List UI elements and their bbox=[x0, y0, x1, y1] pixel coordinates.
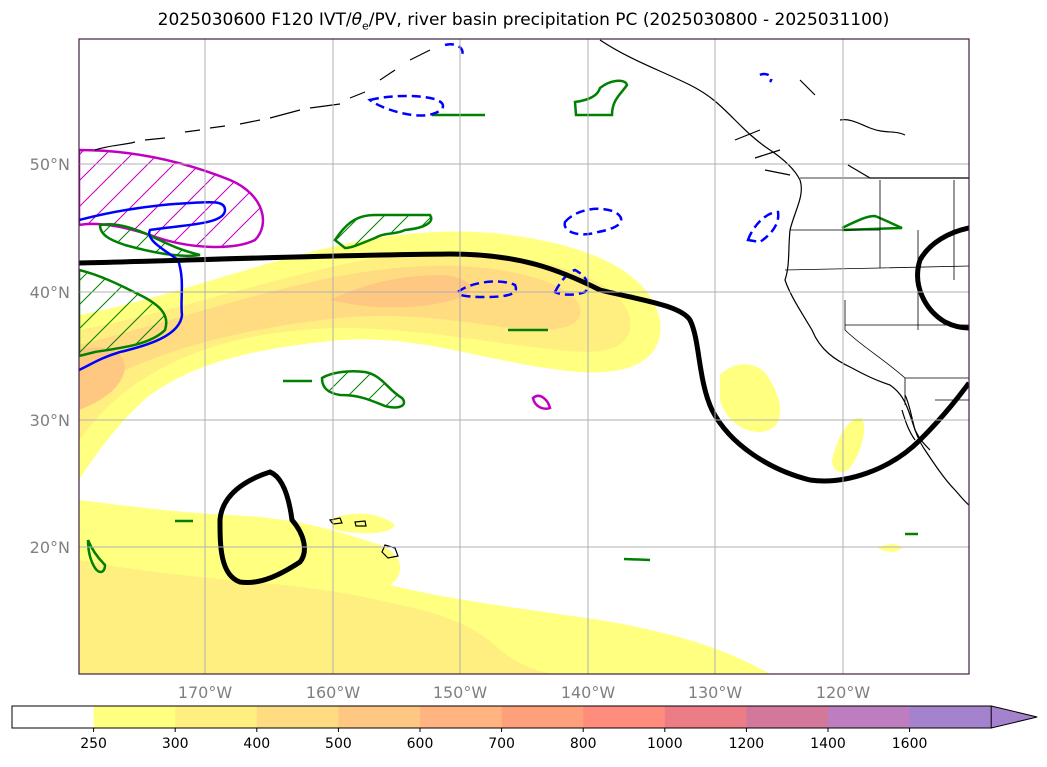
pv-green-contours bbox=[86, 79, 918, 574]
map-panel bbox=[79, 39, 969, 674]
colorbar-segment bbox=[12, 706, 95, 728]
theta-subscript: e bbox=[362, 19, 369, 33]
pv-green-region-west-top bbox=[98, 223, 201, 258]
lat-tick-labels: 50°N 40°N 30°N 20°N bbox=[30, 155, 70, 557]
pv-blue-dashed-contours bbox=[367, 43, 780, 299]
colorbar-segment bbox=[256, 706, 339, 728]
lon-tick: 170°W bbox=[178, 683, 233, 702]
coastlines bbox=[94, 39, 969, 559]
lon-tick: 120°W bbox=[816, 683, 871, 702]
colorbar-segment bbox=[338, 706, 421, 728]
lon-tick: 140°W bbox=[561, 683, 616, 702]
ivt-shading bbox=[79, 231, 902, 674]
colorbar-extend-arrow bbox=[990, 705, 1038, 729]
theta-symbol: θ bbox=[351, 10, 362, 30]
colorbar-segment bbox=[501, 706, 584, 728]
lat-tick: 50°N bbox=[30, 155, 70, 174]
colorbar-label: 300 bbox=[162, 736, 189, 752]
colorbar-label: 1400 bbox=[810, 736, 846, 752]
theta-e-contours bbox=[79, 225, 969, 586]
gridlines bbox=[79, 39, 969, 674]
colorbar-label: 1200 bbox=[729, 736, 765, 752]
colorbar: 250 300 400 500 600 700 800 1000 1200 1400 1600 bbox=[11, 705, 1038, 752]
colorbar-segment bbox=[93, 706, 176, 728]
lon-tick: 160°W bbox=[306, 683, 361, 702]
pv-magenta-small bbox=[531, 394, 552, 410]
political-borders bbox=[784, 177, 969, 405]
colorbar-segment bbox=[420, 706, 503, 728]
lat-tick: 40°N bbox=[30, 283, 70, 302]
lon-tick-labels: 170°W 160°W 150°W 140°W 130°W 120°W bbox=[178, 683, 871, 702]
lon-tick: 130°W bbox=[688, 683, 743, 702]
colorbar-segment bbox=[828, 706, 911, 728]
colorbar-label: 1000 bbox=[647, 736, 683, 752]
colorbar-label: 500 bbox=[325, 736, 352, 752]
colorbar-segment bbox=[664, 706, 747, 728]
lat-tick: 20°N bbox=[30, 538, 70, 557]
colorbar-segment bbox=[909, 706, 992, 728]
pv-blue-contour bbox=[79, 200, 227, 372]
colorbar-label: 400 bbox=[243, 736, 270, 752]
map-title: 2025030600 F120 IVT/θe/PV, river basin p… bbox=[157, 10, 890, 33]
colorbar-segment bbox=[583, 706, 666, 728]
lat-tick: 30°N bbox=[30, 411, 70, 430]
lon-tick: 150°W bbox=[433, 683, 488, 702]
colorbar-label: 1600 bbox=[892, 736, 928, 752]
colorbar-label: 600 bbox=[407, 736, 434, 752]
colorbar-segment bbox=[746, 706, 829, 728]
colorbar-label: 250 bbox=[80, 736, 107, 752]
colorbar-segment bbox=[175, 706, 258, 728]
colorbar-label: 800 bbox=[570, 736, 597, 752]
colorbar-label: 700 bbox=[488, 736, 515, 752]
